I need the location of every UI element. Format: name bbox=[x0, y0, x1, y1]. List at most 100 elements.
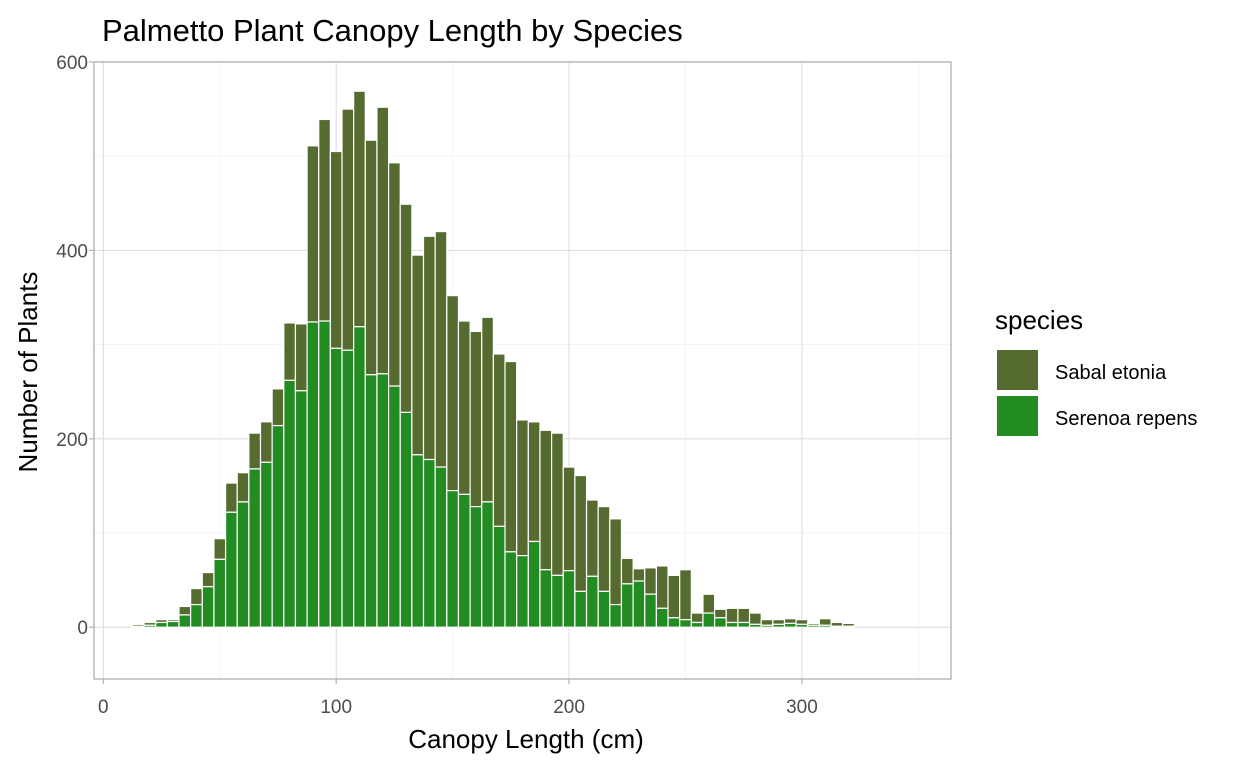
legend-key-serenoa-repens bbox=[997, 396, 1038, 436]
bar-serenoa-repens bbox=[842, 625, 855, 628]
bar-serenoa-repens bbox=[748, 623, 762, 628]
bar-serenoa-repens bbox=[306, 321, 320, 628]
bar-sabal-etonia bbox=[795, 619, 809, 625]
bar-serenoa-repens bbox=[609, 603, 623, 628]
bar-serenoa-repens bbox=[411, 454, 425, 628]
bar-sabal-etonia bbox=[585, 499, 599, 577]
bar-serenoa-repens bbox=[376, 373, 390, 628]
bar-serenoa-repens bbox=[143, 624, 157, 628]
bar-sabal-etonia bbox=[562, 466, 576, 572]
x-tick-label: 0 bbox=[98, 697, 109, 718]
bar-serenoa-repens bbox=[364, 374, 378, 628]
bar-serenoa-repens bbox=[259, 461, 273, 628]
bar-sabal-etonia bbox=[609, 518, 623, 606]
bar-serenoa-repens bbox=[620, 583, 634, 628]
bar-sabal-etonia bbox=[760, 619, 774, 626]
legend-title: species bbox=[995, 305, 1083, 335]
y-tick-label: 200 bbox=[56, 430, 88, 451]
bar-serenoa-repens bbox=[539, 569, 553, 628]
bar-serenoa-repens bbox=[667, 617, 681, 628]
bar-serenoa-repens bbox=[527, 540, 541, 628]
bar-serenoa-repens bbox=[248, 468, 262, 628]
bar-sabal-etonia bbox=[783, 618, 797, 625]
bar-serenoa-repens bbox=[434, 466, 448, 628]
bar-serenoa-repens bbox=[516, 554, 529, 628]
bar-serenoa-repens bbox=[760, 624, 774, 628]
y-tick-label: 0 bbox=[77, 618, 88, 639]
bar-serenoa-repens bbox=[807, 624, 821, 628]
bar-sabal-etonia bbox=[422, 235, 436, 461]
bar-sabal-etonia bbox=[516, 419, 529, 557]
bar-serenoa-repens bbox=[725, 621, 739, 628]
bar-sabal-etonia bbox=[190, 587, 203, 606]
x-axis-tick-labels: 0 100 200 300 bbox=[98, 697, 818, 718]
bar-sabal-etonia bbox=[236, 472, 250, 503]
bar-serenoa-repens bbox=[213, 558, 227, 628]
x-tick-label: 200 bbox=[553, 697, 585, 718]
bar-serenoa-repens bbox=[201, 586, 215, 628]
bar-serenoa-repens bbox=[504, 551, 518, 628]
bar-sabal-etonia bbox=[201, 571, 215, 588]
bar-sabal-etonia bbox=[341, 108, 355, 351]
bar-serenoa-repens bbox=[492, 525, 506, 628]
bar-serenoa-repens bbox=[690, 621, 704, 628]
bar-serenoa-repens bbox=[224, 511, 238, 628]
bar-sabal-etonia bbox=[504, 360, 518, 553]
bar-sabal-etonia bbox=[399, 203, 413, 414]
y-axis-tick-labels: 0 200 400 600 bbox=[56, 53, 88, 639]
bar-serenoa-repens bbox=[155, 621, 168, 628]
x-tick-label: 100 bbox=[320, 697, 352, 718]
bar-sabal-etonia bbox=[818, 618, 832, 626]
bar-sabal-etonia bbox=[737, 607, 751, 624]
bar-sabal-etonia bbox=[690, 612, 704, 624]
x-tick-label: 300 bbox=[786, 697, 818, 718]
bar-serenoa-repens bbox=[283, 379, 297, 628]
bar-sabal-etonia bbox=[283, 322, 297, 381]
bar-sabal-etonia bbox=[679, 569, 692, 621]
bar-serenoa-repens bbox=[818, 624, 832, 628]
bar-serenoa-repens bbox=[341, 349, 355, 628]
bar-serenoa-repens bbox=[632, 580, 646, 628]
bar-sabal-etonia bbox=[574, 474, 588, 592]
legend-key-sabal-etonia bbox=[997, 350, 1038, 390]
bar-serenoa-repens bbox=[795, 623, 809, 628]
bar-sabal-etonia bbox=[772, 619, 786, 625]
bar-sabal-etonia bbox=[248, 432, 262, 470]
bar-serenoa-repens bbox=[178, 614, 192, 628]
bar-sabal-etonia bbox=[178, 605, 192, 616]
bar-serenoa-repens bbox=[422, 458, 436, 628]
bar-serenoa-repens bbox=[772, 623, 786, 628]
bar-sabal-etonia bbox=[271, 388, 285, 427]
bar-serenoa-repens bbox=[457, 493, 471, 628]
bar-sabal-etonia bbox=[714, 608, 727, 619]
bar-serenoa-repens bbox=[294, 390, 308, 628]
bar-serenoa-repens bbox=[236, 501, 250, 628]
bar-serenoa-repens bbox=[166, 620, 180, 628]
bar-sabal-etonia bbox=[224, 482, 238, 513]
bar-serenoa-repens bbox=[131, 625, 145, 628]
bar-serenoa-repens bbox=[655, 607, 669, 628]
bar-sabal-etonia bbox=[387, 162, 401, 387]
x-axis-title: Canopy Length (cm) bbox=[408, 724, 644, 754]
bar-serenoa-repens bbox=[271, 425, 285, 628]
bar-sabal-etonia bbox=[748, 612, 762, 625]
bar-sabal-etonia bbox=[539, 429, 553, 571]
bar-sabal-etonia bbox=[294, 323, 308, 392]
histogram-bars bbox=[131, 90, 855, 628]
bar-serenoa-repens bbox=[562, 570, 576, 628]
bar-serenoa-repens bbox=[329, 347, 343, 628]
bar-sabal-etonia bbox=[434, 230, 448, 468]
bar-serenoa-repens bbox=[318, 320, 331, 628]
bar-serenoa-repens bbox=[190, 603, 203, 628]
bar-sabal-etonia bbox=[644, 567, 658, 595]
bar-sabal-etonia bbox=[259, 421, 273, 463]
bar-serenoa-repens bbox=[574, 590, 588, 628]
bar-sabal-etonia bbox=[620, 557, 634, 585]
bar-sabal-etonia bbox=[364, 139, 378, 376]
bar-sabal-etonia bbox=[306, 145, 320, 323]
bar-sabal-etonia bbox=[667, 574, 681, 619]
bar-sabal-etonia bbox=[632, 568, 646, 582]
bar-serenoa-repens bbox=[481, 501, 494, 628]
legend-label-serenoa-repens: Serenoa repens bbox=[1055, 408, 1197, 430]
